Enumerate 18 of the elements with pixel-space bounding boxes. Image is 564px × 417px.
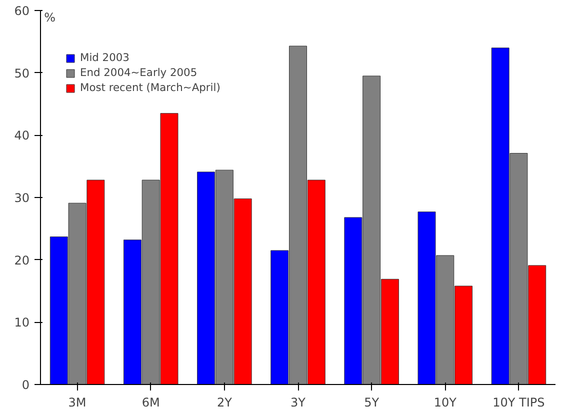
legend-label: End 2004~Early 2005 [80, 66, 198, 79]
x-tick-label: 5Y [364, 396, 380, 410]
y-tick-label: 30 [14, 191, 30, 205]
x-tick-label: 2Y [216, 396, 233, 410]
y-tick-label: 10 [14, 316, 30, 330]
y-axis-title: % [44, 10, 56, 24]
y-tick-label: 60 [14, 4, 30, 18]
y-tick-label: 20 [14, 253, 30, 268]
legend-label: Mid 2003 [80, 51, 130, 64]
y-tick-label: 50 [14, 66, 30, 80]
y-tick-label: 40 [14, 128, 30, 143]
y-tick-label: 0 [22, 378, 30, 392]
x-tick-label: 10Y [434, 396, 458, 410]
x-tick-label: 3Y [290, 396, 306, 410]
x-tick-label: 6M [142, 396, 160, 410]
x-tick-label: 10Y TIPS [492, 396, 545, 410]
legend-label: Most recent (March~April) [80, 81, 220, 94]
x-tick-label: 3M [68, 396, 86, 410]
